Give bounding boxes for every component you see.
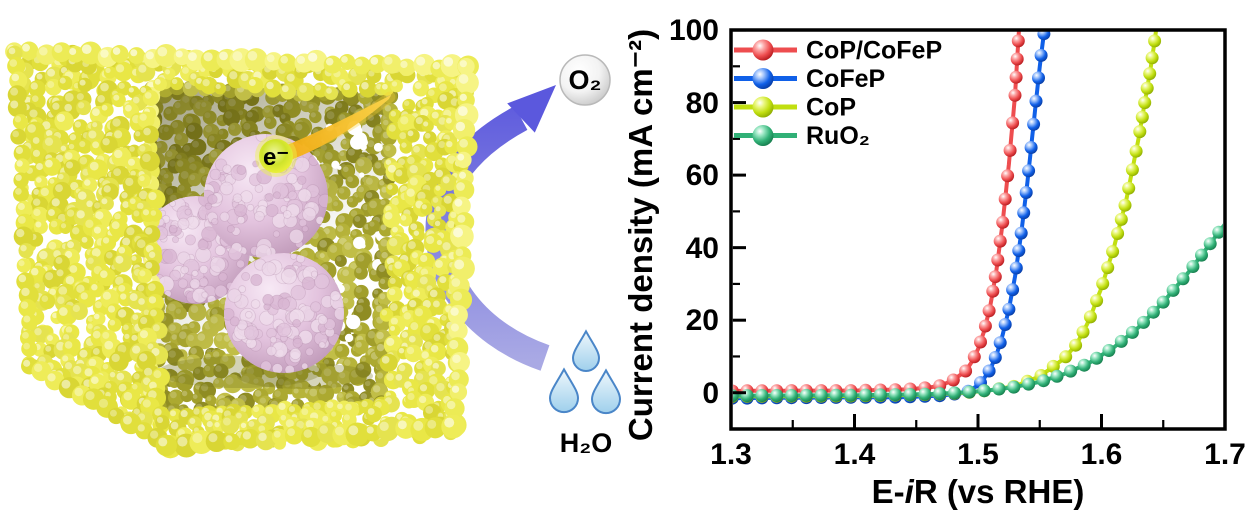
water-droplet (571, 329, 601, 372)
x-axis-title: E-iR (vs RHE) (872, 473, 1085, 510)
y-tick-label: 20 (686, 304, 719, 337)
legend-marker (752, 39, 774, 61)
y-tick-label: 80 (686, 87, 719, 120)
legend-marker (752, 125, 774, 146)
nanobox-illustration (5, 41, 479, 459)
curve-cop (733, 30, 1162, 403)
y-tick-label: 100 (669, 14, 719, 47)
legend-marker (752, 96, 774, 118)
pink-catalyst-sphere (224, 253, 344, 373)
lsv-chart: 1.3 1.4 1.5 1.6 1.7 0 20 40 60 80 100 E-… (622, 14, 1246, 510)
legend-marker (752, 68, 774, 89)
y-axis-title: Current density (mA cm⁻²) (622, 29, 659, 441)
lsv-curves (733, 30, 1223, 405)
pink-catalyst-sphere (204, 134, 328, 258)
water-label: H₂O (560, 428, 613, 458)
plot-frame (729, 28, 1227, 431)
x-tick-label: 1.5 (957, 438, 999, 471)
electron-badge (259, 139, 293, 173)
legend-label: CoP (806, 94, 856, 122)
x-tick-label: 1.3 (710, 438, 752, 471)
x-tick-label: 1.7 (1204, 438, 1246, 471)
water-droplet (590, 368, 622, 415)
oxygen-label: O₂ (569, 65, 602, 95)
y-tick-label: 60 (686, 159, 719, 192)
axis-ticks (729, 28, 1227, 428)
x-axis-title-pre: E- (872, 473, 905, 510)
x-axis-title-post: R (vs RHE) (914, 473, 1085, 510)
x-axis-title-i: i (905, 473, 915, 510)
water-droplet (548, 367, 580, 414)
oxygen-bubble (559, 54, 611, 106)
electron-label: e⁻ (263, 144, 289, 171)
y-tick-label: 0 (702, 377, 719, 410)
chart-legend: CoP/CoFeP CoFeP CoP RuO₂ (734, 37, 942, 150)
x-tick-label: 1.4 (834, 438, 876, 471)
legend-label: CoP/CoFeP (806, 37, 942, 65)
x-tick-label: 1.6 (1081, 438, 1123, 471)
legend-label: RuO₂ (806, 122, 870, 150)
y-tick-label: 40 (686, 232, 719, 265)
legend-label: CoFeP (806, 65, 885, 93)
curve-ruo- (733, 223, 1223, 403)
water-droplets (548, 329, 622, 415)
